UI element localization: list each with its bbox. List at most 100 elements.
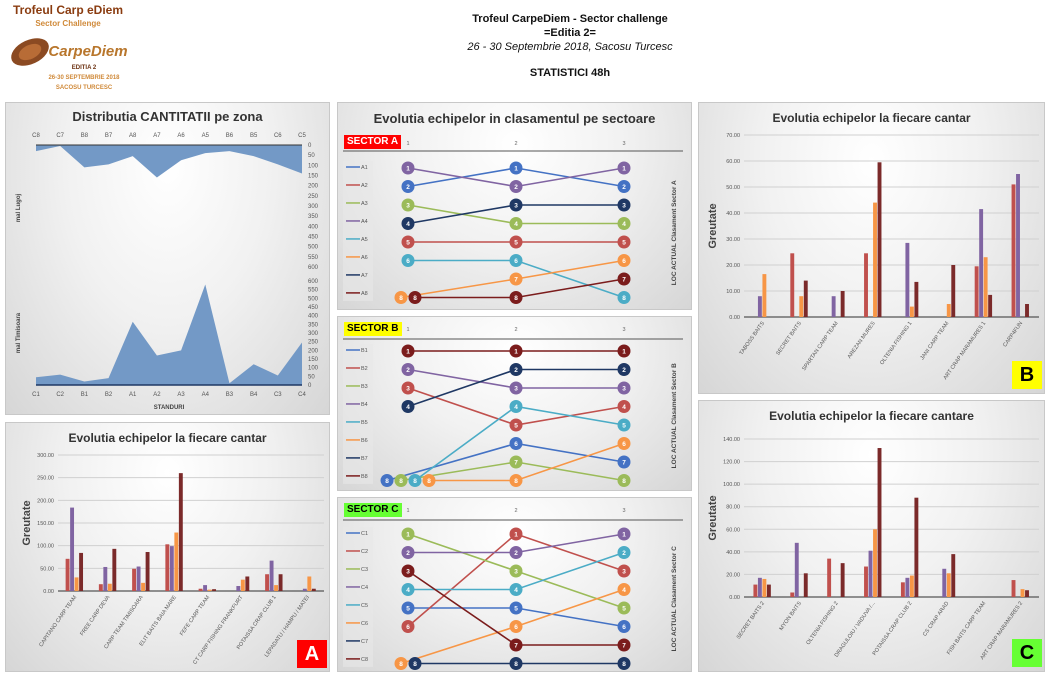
rank-marker-A5	[401, 254, 415, 267]
bar	[136, 566, 141, 591]
y-tick-label: 150.00	[37, 521, 54, 527]
y-tick-label: 300.00	[37, 453, 54, 459]
rank-marker-C4	[401, 546, 415, 559]
top-x-tick-label: B7	[105, 133, 113, 139]
rank-marker-C2	[617, 564, 631, 578]
top-y-tick-label: 550	[308, 255, 319, 261]
sector-a-bar-chart: 0.00 50.00 100.00 150.00 200.00 250.00 300.00 G…	[21, 453, 324, 666]
rank-label: 2	[406, 184, 410, 191]
legend-box	[343, 344, 373, 484]
sector-c-ranking-chart: 1 2 3 C1 C2 C3 C4 C5 C6 C7 C8 5 5 6 6 1 3 1 3 5 2 2 1 4 4 2 8 6 4 8 8 8…	[343, 508, 683, 670]
bottom-y-tick-label: 300	[308, 331, 319, 337]
bar	[909, 575, 914, 597]
bottom-y-tick-label: 600	[308, 279, 319, 285]
rank-marker-B6	[617, 437, 631, 450]
rank-marker-C8	[509, 638, 523, 652]
rank-marker-C5	[509, 583, 523, 596]
bottom-y-axis-label: mal Timisoara	[16, 312, 22, 353]
bar	[905, 242, 910, 317]
rank-label: 8	[622, 661, 626, 668]
bar	[790, 592, 795, 597]
bar	[877, 162, 882, 317]
bar	[274, 585, 279, 591]
rank-label: 5	[406, 605, 410, 612]
bar	[74, 577, 79, 591]
top-x-tick-label: B8	[81, 133, 89, 139]
bar	[766, 584, 771, 597]
legend-label: B6	[361, 438, 368, 444]
rank-label: 5	[514, 422, 518, 429]
rank-marker-C7	[408, 657, 422, 670]
bar	[914, 281, 919, 317]
bar	[909, 306, 914, 317]
rank-label: 8	[514, 478, 518, 485]
rank-label: 6	[622, 624, 626, 631]
y-tick-label: 50.00	[40, 566, 54, 572]
bar	[864, 566, 868, 597]
y-tick-label: 10.00	[726, 289, 740, 295]
sector-a-bar-panel: Evolutia echipelor la fiecare cantar 0.0…	[5, 422, 330, 672]
rank-marker-B7	[617, 363, 631, 376]
bar	[269, 560, 274, 591]
sector-b-badge: B	[1012, 361, 1042, 389]
top-y-tick-label: 300	[308, 204, 319, 210]
rank-label: 3	[622, 202, 626, 209]
bar	[311, 588, 316, 591]
bottom-y-tick-label: 500	[308, 296, 319, 302]
logo-brand: CarpeDiem	[48, 43, 127, 60]
bottom-x-tick-label: B4	[250, 392, 258, 398]
rank-label: 4	[406, 221, 410, 228]
rank-marker-B3	[394, 474, 408, 487]
bottom-x-tick-label: A3	[177, 392, 185, 398]
rank-label: 4	[514, 221, 518, 228]
top-x-tick-label: A8	[129, 133, 137, 139]
x-tick-label: AREZAN MURES	[847, 320, 877, 360]
bar	[946, 573, 951, 597]
rank-marker-A1	[509, 161, 523, 175]
rank-label: 8	[413, 478, 417, 485]
rank-marker-B5	[617, 418, 631, 432]
legend-label: A4	[361, 219, 368, 225]
bar	[900, 582, 905, 597]
rank-marker-C1	[617, 620, 631, 633]
rank-label: 6	[406, 624, 410, 631]
bar	[762, 274, 767, 317]
y-tick-label: 100.00	[37, 544, 54, 550]
rank-marker-B3	[509, 455, 523, 469]
bottom-y-tick-label: 350	[308, 322, 319, 328]
rank-label: 2	[514, 184, 518, 191]
legend-box	[343, 527, 373, 667]
x-tick-label: TABOSS BAITS	[739, 320, 767, 356]
rank-marker-B2	[509, 418, 523, 432]
bottom-area-series	[36, 284, 302, 385]
y-tick-label: 30.00	[726, 237, 740, 243]
bar	[236, 586, 241, 591]
rank-label: 2	[514, 550, 518, 557]
rank-marker-B5	[408, 474, 422, 487]
top-y-axis-label: mal Lugoj	[16, 194, 22, 223]
bar	[840, 291, 845, 317]
x-tick-label: 1	[406, 508, 409, 514]
sector-b-bar-chart: 0.00 10.00 20.00 30.00 40.00 50.00 60.00 70.00 G…	[707, 133, 1039, 381]
bar	[132, 568, 137, 591]
legend-label: B3	[361, 384, 368, 390]
rank-label: 8	[622, 295, 626, 302]
x-tick-label: CAPITANO CARP TEAM	[38, 594, 78, 648]
rank-marker-A2	[401, 235, 415, 249]
bottom-x-tick-label: A2	[153, 392, 161, 398]
report-title: Trofeul CarpeDiem - Sector challenge	[472, 13, 668, 25]
top-y-tick-label: 200	[308, 184, 319, 190]
bar	[198, 588, 203, 591]
y-tick-label: 50.00	[726, 185, 740, 191]
bar	[951, 265, 956, 317]
rank-label: 8	[514, 661, 518, 668]
rank-label: 4	[622, 221, 626, 228]
legend-label: B4	[361, 402, 368, 408]
distribution-chart: C8 C7 B8 B7 A8 A7 A6 A5 B6 B5 C6 C50501001502002503…	[16, 133, 319, 411]
legend-label: C3	[361, 567, 368, 573]
report-header: Trofeul CarpeDiem - Sector challenge =Ed…	[380, 12, 760, 80]
legend-label: B5	[361, 420, 368, 426]
top-x-tick-label: B6	[226, 133, 234, 139]
rank-label: 2	[622, 184, 626, 191]
rank-label: 4	[622, 587, 626, 594]
